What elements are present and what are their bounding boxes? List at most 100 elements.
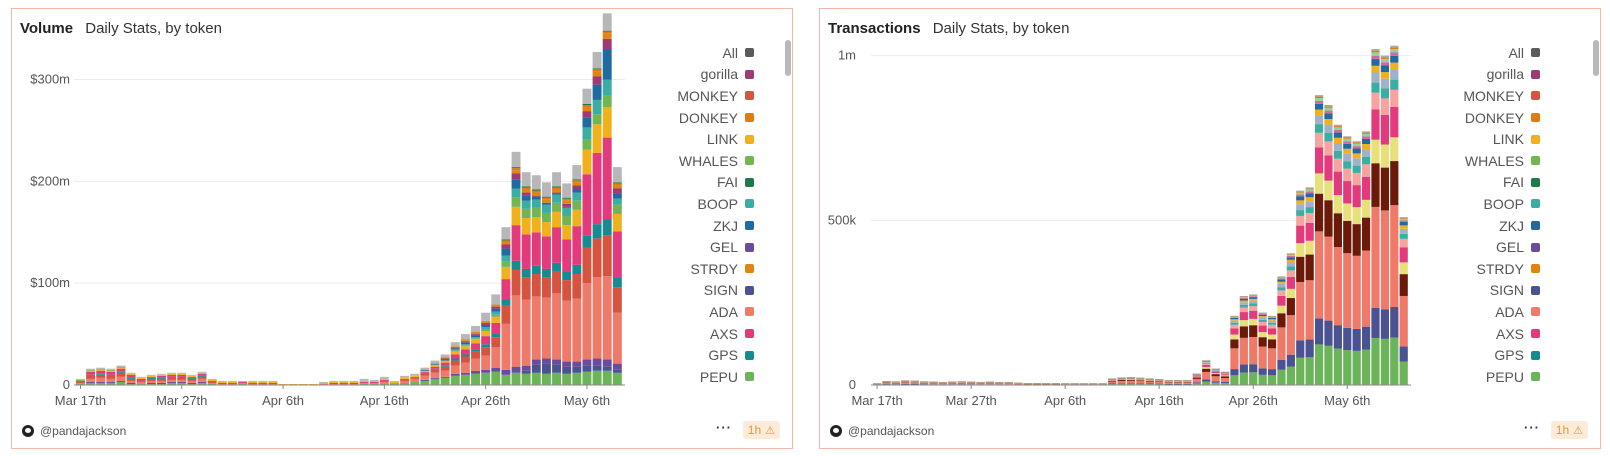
- refresh-badge[interactable]: 1h ⚠: [742, 421, 780, 439]
- bar-segment: [602, 13, 612, 31]
- bar-segment: [541, 196, 551, 198]
- bar-segment: [1399, 233, 1408, 239]
- bar-segment: [460, 372, 470, 375]
- legend-item-gorilla[interactable]: gorilla: [1450, 64, 1540, 86]
- legend-label: AXS: [709, 325, 738, 342]
- legend-item-sign[interactable]: SIGN: [1450, 280, 1540, 302]
- bar-segment: [420, 372, 430, 374]
- bar-segment: [1324, 119, 1333, 125]
- bar-segment: [882, 382, 891, 385]
- x-tick-label: Mar 17th: [851, 393, 902, 408]
- bar-segment: [1380, 58, 1389, 63]
- bar-segment: [1277, 276, 1286, 278]
- bar-segment: [187, 377, 197, 379]
- bar-segment: [1314, 193, 1324, 232]
- bar-segment: [187, 376, 197, 378]
- bar-segment: [1220, 381, 1230, 384]
- legend-swatch: [1531, 69, 1540, 79]
- legend-item-fai[interactable]: FAI: [1450, 172, 1540, 194]
- legend-item-gel[interactable]: GEL: [664, 236, 754, 258]
- bar-segment: [511, 206, 521, 226]
- bar-segment: [1249, 295, 1258, 297]
- legend-item-link[interactable]: LINK: [664, 128, 754, 150]
- legend-swatch: [745, 221, 754, 231]
- bar-segment: [521, 172, 531, 187]
- legend-item-whales[interactable]: WHALES: [664, 150, 754, 172]
- bar-segment: [481, 322, 491, 325]
- bar-segment: [1239, 302, 1248, 305]
- legend-scrollbar[interactable]: [1593, 40, 1599, 76]
- legend-item-all[interactable]: All: [1450, 42, 1540, 64]
- bar-segment: [511, 197, 521, 207]
- legend-scrollbar[interactable]: [785, 40, 791, 76]
- legend-item-ada[interactable]: ADA: [1450, 301, 1540, 323]
- legend-item-axs[interactable]: AXS: [664, 323, 754, 345]
- legend-item-pepu[interactable]: PEPU: [664, 366, 754, 388]
- bar-segment: [1239, 296, 1248, 297]
- bar-segment: [410, 373, 420, 376]
- bar-segment: [1371, 49, 1380, 51]
- refresh-badge[interactable]: 1h ⚠: [1550, 421, 1588, 439]
- more-options-icon[interactable]: ···: [716, 420, 732, 435]
- bar-segment: [582, 365, 592, 372]
- bar-segment: [1267, 322, 1277, 325]
- legend-item-sign[interactable]: SIGN: [664, 280, 754, 302]
- bar-segment: [450, 342, 460, 347]
- legend-item-boop[interactable]: BOOP: [1450, 193, 1540, 215]
- legend-item-strdy[interactable]: STRDY: [1450, 258, 1540, 280]
- bar-segment: [1239, 296, 1248, 298]
- bar-segment: [450, 375, 460, 385]
- bar-segment: [349, 380, 359, 382]
- legend-item-gps[interactable]: GPS: [1450, 344, 1540, 366]
- legend-item-gorilla[interactable]: gorilla: [664, 64, 754, 86]
- bar-segment: [491, 306, 501, 309]
- legend-item-zkj[interactable]: ZKJ: [1450, 215, 1540, 237]
- bar-segment: [882, 382, 891, 383]
- bar-segment: [1380, 98, 1389, 115]
- warning-icon: ⚠: [765, 424, 775, 437]
- legend-item-axs[interactable]: AXS: [1450, 323, 1540, 345]
- bar-segment: [1343, 327, 1352, 351]
- legend-item-monkey[interactable]: MONKEY: [1450, 85, 1540, 107]
- bar-segment: [227, 383, 237, 385]
- bar-segment: [278, 383, 288, 385]
- bar-segment: [592, 69, 602, 72]
- legend-item-whales[interactable]: WHALES: [1450, 150, 1540, 172]
- legend-item-donkey[interactable]: DONKEY: [664, 107, 754, 129]
- bar-segment: [339, 380, 349, 382]
- legend-item-link[interactable]: LINK: [1450, 128, 1540, 150]
- legend-label: ZKJ: [713, 217, 738, 234]
- bar-segment: [1286, 257, 1295, 260]
- bar-segment: [1380, 65, 1389, 73]
- legend-item-strdy[interactable]: STRDY: [664, 258, 754, 280]
- legend-item-donkey[interactable]: DONKEY: [1450, 107, 1540, 129]
- more-options-icon[interactable]: ···: [1524, 420, 1540, 435]
- bar-segment: [450, 349, 460, 351]
- bar-segment: [1249, 296, 1258, 298]
- legend-item-ada[interactable]: ADA: [664, 301, 754, 323]
- bar-segment: [369, 383, 379, 385]
- legend-swatch: [1531, 156, 1540, 166]
- legend-item-gel[interactable]: GEL: [1450, 236, 1540, 258]
- bar-segment: [1314, 124, 1324, 133]
- legend-swatch: [745, 329, 754, 339]
- bar-segment: [1249, 297, 1258, 299]
- legend-item-fai[interactable]: FAI: [664, 172, 754, 194]
- legend-item-zkj[interactable]: ZKJ: [664, 215, 754, 237]
- author[interactable]: @pandajackson: [22, 424, 126, 438]
- legend-item-boop[interactable]: BOOP: [664, 193, 754, 215]
- bar-segment: [227, 382, 237, 384]
- bar-segment: [1286, 259, 1295, 263]
- legend-item-all[interactable]: All: [664, 42, 754, 64]
- legend-item-monkey[interactable]: MONKEY: [664, 85, 754, 107]
- bar-segment: [1286, 276, 1295, 289]
- bar-segment: [1239, 372, 1248, 385]
- bar-segment: [1211, 369, 1220, 371]
- bar-segment: [491, 337, 501, 348]
- legend-item-gps[interactable]: GPS: [664, 344, 754, 366]
- bar-segment: [197, 381, 207, 383]
- bar-segment: [481, 369, 491, 373]
- legend-item-pepu[interactable]: PEPU: [1450, 366, 1540, 388]
- bar-segment: [1399, 217, 1408, 219]
- author[interactable]: @pandajackson: [830, 424, 934, 438]
